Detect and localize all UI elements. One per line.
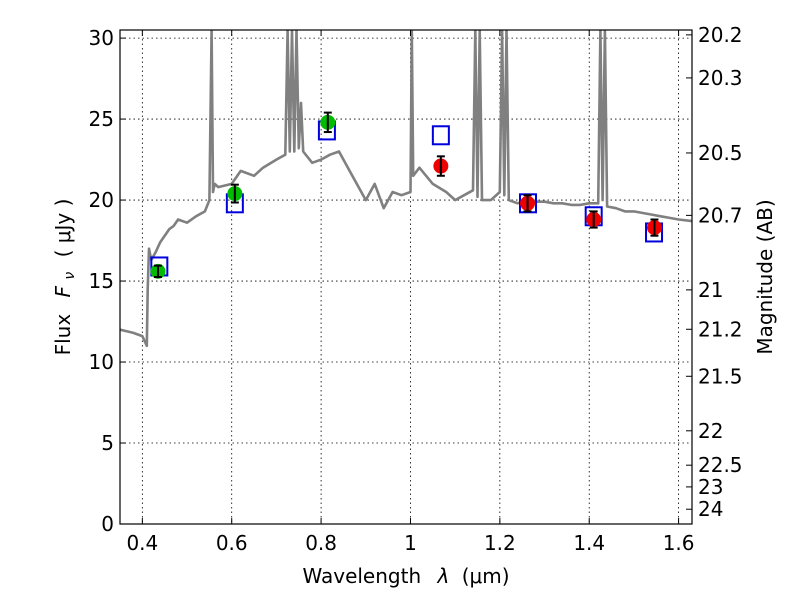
x-axis-label-text: Wavelength xyxy=(302,564,421,588)
magnitude-tick-label: 22.5 xyxy=(698,453,743,477)
magnitude-tick-label: 20.7 xyxy=(698,203,743,227)
y-tick-label: 0 xyxy=(101,512,114,536)
axis-ticks: 0.4 0.6 0.8 1 1.2 1.4 1.6 0 5 10 15 20 25 30 20.2 20.3 2… xyxy=(89,23,743,555)
y-axis-label: Flux F ν ( μJy ) xyxy=(51,199,79,356)
magnitude-tick-label: 21.5 xyxy=(698,364,743,388)
x-axis-label-symbol: λ xyxy=(437,564,450,588)
magnitude-tick-label: 23 xyxy=(698,475,723,499)
y-tick-label: 20 xyxy=(89,188,114,212)
y-axis-label-unit: ( μJy ) xyxy=(51,199,75,258)
x-tick-label: 0.6 xyxy=(216,531,248,555)
magnitude-axis-label: Magnitude (AB) xyxy=(753,199,777,354)
magnitude-tick-label: 22 xyxy=(698,419,723,443)
magnitude-tick-label: 20.3 xyxy=(698,66,743,90)
y-tick-label: 30 xyxy=(89,26,114,50)
model-photometry-square xyxy=(431,125,450,146)
model-spectrum-layer xyxy=(120,30,692,348)
y-tick-label: 15 xyxy=(89,269,114,293)
y-axis-label-sub: ν xyxy=(62,272,78,280)
x-tick-label: 1.6 xyxy=(663,531,695,555)
magnitude-tick-label: 20.2 xyxy=(698,23,743,47)
magnitude-tick-label: 21 xyxy=(698,278,723,302)
y-tick-label: 25 xyxy=(89,107,114,131)
photometry-markers xyxy=(150,111,664,279)
y-axis-label-symbol: F xyxy=(51,285,75,297)
y-tick-label: 5 xyxy=(101,431,114,455)
y-tick-label: 10 xyxy=(89,350,114,374)
model-spectrum-line xyxy=(120,30,692,348)
magnitude-tick-label: 24 xyxy=(698,497,723,521)
x-tick-label: 0.4 xyxy=(126,531,158,555)
y-axis-label-text: Flux xyxy=(51,314,75,356)
x-tick-label: 1.4 xyxy=(573,531,605,555)
magnitude-tick-label: 20.5 xyxy=(698,141,743,165)
x-tick-label: 1.2 xyxy=(484,531,516,555)
plot-frame xyxy=(119,29,693,525)
x-axis-label: Wavelength λ (μm) xyxy=(302,564,509,588)
x-tick-label: 0.8 xyxy=(305,531,337,555)
x-tick-label: 1 xyxy=(404,531,417,555)
x-axis-label-unit: (μm) xyxy=(462,564,510,588)
magnitude-tick-label: 21.2 xyxy=(698,317,743,341)
